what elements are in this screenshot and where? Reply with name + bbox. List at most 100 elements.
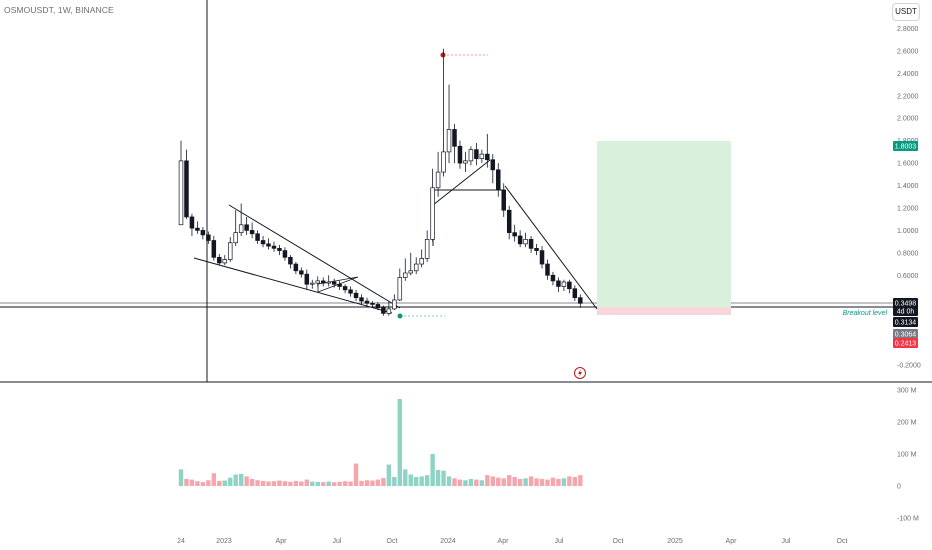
price-tick-label: 0.6000 — [897, 273, 919, 280]
candle-body — [424, 239, 430, 259]
candle-body — [501, 189, 506, 211]
long-position-target-zone[interactable] — [597, 141, 731, 307]
candle-body — [392, 299, 397, 310]
volume-bar — [550, 477, 556, 486]
volume-bar — [266, 481, 271, 486]
price-tick-label: 2.6000 — [897, 48, 919, 55]
price-badge — [893, 298, 918, 308]
price-badge — [893, 306, 918, 316]
volume-bar — [490, 476, 495, 486]
candle-body — [206, 234, 211, 241]
candle-body — [534, 247, 539, 251]
candle-body — [435, 171, 441, 189]
time-axis: 24 2023 Apr Jul Oct 2024 Apr Jul Oct 2025 Apr Jul Oc… — [177, 538, 847, 545]
candle-body — [195, 227, 200, 231]
candle-body — [277, 247, 282, 251]
candle-body — [430, 187, 435, 240]
time-tick-label: 2023 — [216, 538, 232, 545]
volume-bar — [381, 478, 386, 486]
price-tick-label: 2.2000 — [897, 93, 919, 100]
volume-bar — [446, 476, 452, 486]
volume-tick-label: 0 — [897, 484, 901, 491]
candle-body — [523, 239, 528, 245]
price-badge-label: 0.3064 — [895, 332, 917, 339]
low-marker-dot — [397, 313, 403, 319]
candle-body — [386, 308, 392, 314]
candle-body — [293, 263, 299, 272]
volume-bar — [370, 480, 375, 486]
volume-bar — [430, 454, 435, 486]
candle-body — [441, 151, 446, 173]
time-tick-label: Jul — [782, 538, 791, 545]
volume-bar — [501, 478, 506, 486]
candle-body — [517, 235, 523, 245]
candle-body — [315, 280, 321, 284]
candle-body — [238, 224, 244, 233]
time-tick-label: Jul — [555, 538, 564, 545]
candle-body — [397, 277, 403, 301]
time-tick-label: Jul — [333, 538, 342, 545]
volume-bar — [463, 480, 468, 486]
volume-bar — [414, 477, 419, 486]
candle-body — [452, 129, 457, 147]
volume-bar — [255, 480, 260, 486]
candle-body — [578, 297, 583, 304]
candle-body — [342, 286, 348, 291]
volume-bar — [277, 480, 282, 486]
price-tick-label: 2.0000 — [897, 116, 919, 123]
volume-bar — [200, 482, 206, 486]
volume-bar — [288, 481, 293, 486]
volume-tick-label: 300 M — [897, 388, 917, 395]
falling-wedge-lower-line[interactable] — [193, 257, 393, 314]
candle-body — [408, 270, 413, 274]
volume-bar — [512, 477, 517, 486]
long-position-stop-zone[interactable] — [597, 307, 731, 315]
breakout-level-label[interactable]: Breakout level — [843, 310, 888, 317]
candle-body — [227, 242, 233, 260]
candle-body — [468, 149, 474, 162]
candle-body — [244, 224, 249, 231]
candle-body — [496, 169, 501, 191]
candle-body — [506, 209, 512, 233]
volume-bar — [222, 480, 227, 486]
candle-body — [545, 263, 550, 276]
candle-body — [403, 272, 408, 278]
price-badge-label: 0.3498 — [895, 301, 917, 308]
candle-body — [550, 274, 556, 282]
volume-bar — [299, 481, 304, 486]
currency-button[interactable]: USDT — [892, 3, 920, 21]
price-badge-label: 1.8003 — [895, 144, 917, 151]
symbol-title: OSMOUSDT, 1W, BINANCE — [4, 5, 114, 15]
price-tick-label: 1.2000 — [897, 205, 919, 212]
volume-tick-label: 200 M — [897, 420, 917, 427]
time-tick-label: Apr — [276, 538, 288, 545]
candle-body — [310, 282, 315, 285]
candle-body — [567, 281, 572, 290]
volume-bar — [517, 478, 523, 486]
volume-tick-label: 100 M — [897, 452, 917, 459]
volume-axis: 300 M 200 M 100 M 0 -100 M — [897, 388, 919, 523]
candle-body — [485, 153, 490, 161]
lightning-icon[interactable] — [574, 367, 586, 379]
volume-bar — [556, 478, 561, 486]
candle-body — [271, 245, 277, 249]
volume-bar — [326, 481, 331, 486]
volume-bar — [561, 478, 567, 486]
candle-body — [266, 243, 271, 247]
candle-body — [211, 240, 217, 258]
candle-body — [381, 307, 386, 314]
candle-body — [561, 281, 567, 287]
volume-bar — [528, 476, 534, 486]
volume-bar — [331, 482, 337, 486]
candle-body — [353, 292, 359, 299]
candle-body — [217, 256, 222, 264]
candle-body — [539, 250, 545, 265]
candle-body — [184, 160, 189, 218]
volume-bar — [178, 469, 184, 486]
falling-wedge-upper-line[interactable] — [228, 204, 401, 309]
volume-bar — [452, 478, 457, 486]
flag-rising-line[interactable] — [432, 159, 491, 206]
descending-trendline[interactable] — [504, 185, 598, 310]
volume-tick-label: -100 M — [897, 516, 919, 523]
